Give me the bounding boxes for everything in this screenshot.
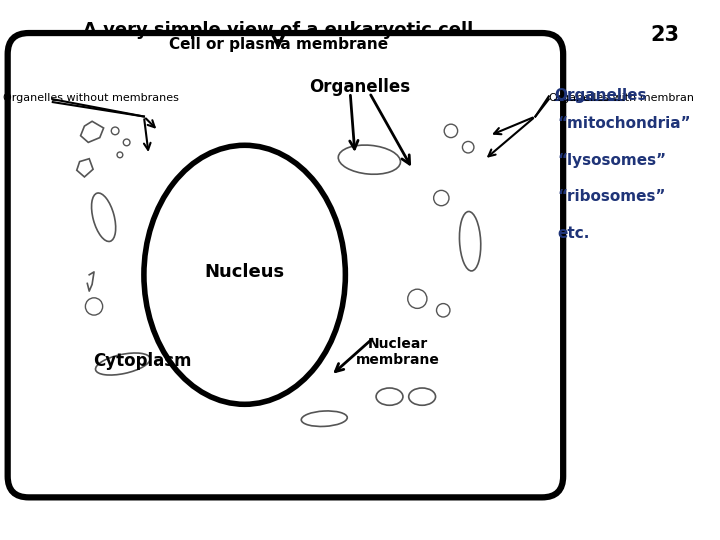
Text: 23: 23 xyxy=(650,25,679,45)
Text: A very simple view of a eukaryotic cell: A very simple view of a eukaryotic cell xyxy=(83,21,473,38)
Text: Organelles without membranes: Organelles without membranes xyxy=(3,92,179,103)
Text: Cell or plasma membrane: Cell or plasma membrane xyxy=(168,37,388,52)
Text: “lysosomes”: “lysosomes” xyxy=(557,153,667,168)
Text: “mitochondria”: “mitochondria” xyxy=(557,117,691,132)
Text: “ribosomes”: “ribosomes” xyxy=(557,190,666,205)
Ellipse shape xyxy=(144,145,346,404)
Text: etc.: etc. xyxy=(557,226,590,241)
Text: Nucleus: Nucleus xyxy=(204,263,284,281)
Text: Cytoplasm: Cytoplasm xyxy=(93,352,192,369)
Text: Nuclear
membrane: Nuclear membrane xyxy=(356,337,440,367)
FancyBboxPatch shape xyxy=(8,33,563,497)
Text: Organelles with membran: Organelles with membran xyxy=(549,92,694,103)
Text: Organelles: Organelles xyxy=(309,78,410,96)
Text: Organelles: Organelles xyxy=(554,87,647,103)
